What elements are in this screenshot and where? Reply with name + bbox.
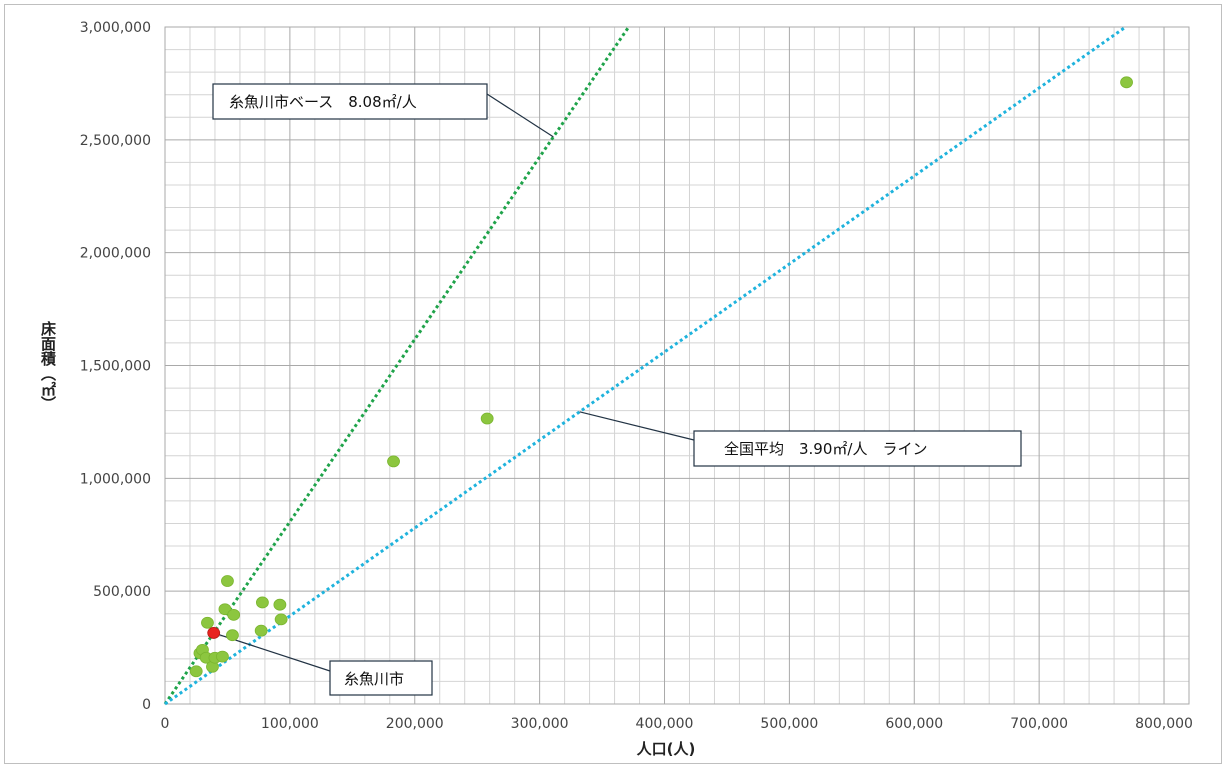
data-point [216, 650, 229, 663]
x-tick-label: 300,000 [511, 716, 569, 732]
data-point [256, 596, 269, 609]
callout-green-label: 糸魚川市ベース 8.08㎡/人 [229, 93, 417, 111]
callout-blue-line: 全国平均 3.90㎡/人 ライン [693, 430, 1022, 467]
x-axis-title: 人口(人) [637, 740, 696, 758]
leader-blue-line [579, 411, 695, 441]
x-tick-label: 600,000 [885, 716, 943, 732]
data-point [221, 575, 234, 587]
reference-lines [163, 25, 1127, 706]
y-tick-label: 500,000 [93, 584, 151, 600]
y-tick-label: 1,500,000 [80, 359, 151, 375]
x-tick-label: 200,000 [386, 716, 444, 732]
base-ratio-line [163, 26, 630, 705]
callout-blue-label: 全国平均 3.90㎡/人 ライン [724, 440, 927, 458]
x-tick-label: 400,000 [636, 716, 694, 732]
chart-frame [4, 4, 1222, 764]
data-point [227, 608, 241, 621]
data-point [189, 665, 203, 678]
y-tick-label: 1,000,000 [80, 471, 151, 487]
y-axis-title: 床面積（㎡） [39, 320, 57, 411]
data-point [254, 624, 268, 637]
callout-green-line: 糸魚川市ベース 8.08㎡/人 [212, 83, 488, 120]
x-tick-label: 800,000 [1135, 716, 1193, 732]
y-tick-label: 2,000,000 [80, 246, 151, 262]
data-point [1120, 76, 1133, 89]
callout-highlight-label: 糸魚川市 [344, 670, 404, 688]
data-point [226, 629, 239, 642]
leader-green-line [486, 93, 554, 138]
x-tick-label: 500,000 [760, 716, 818, 732]
y-tick-label: 2,500,000 [80, 133, 151, 149]
data-point [480, 412, 494, 425]
y-tick-labels: 0 500,000 1,000,000 1,500,000 2,000,000 2,500… [80, 20, 151, 713]
x-tick-label: 700,000 [1010, 716, 1068, 732]
data-point [201, 616, 214, 629]
data-point [273, 598, 287, 611]
y-tick-label: 0 [142, 697, 151, 713]
x-tick-label: 100,000 [261, 716, 319, 732]
x-tick-label: 0 [161, 716, 170, 732]
data-point [274, 613, 288, 626]
y-tick-label: 3,000,000 [80, 20, 151, 36]
data-point [218, 603, 232, 616]
highlight-point [207, 627, 221, 639]
national-average-line [164, 25, 1127, 706]
major-grid [164, 26, 1190, 705]
callout-highlight: 糸魚川市 [329, 660, 433, 696]
plot-area-border [164, 26, 1190, 705]
x-tick-labels: 0 100,000 200,000 300,000 400,000 500,000 600,… [161, 716, 1193, 732]
data-point [387, 455, 400, 468]
data-points [189, 76, 1133, 678]
